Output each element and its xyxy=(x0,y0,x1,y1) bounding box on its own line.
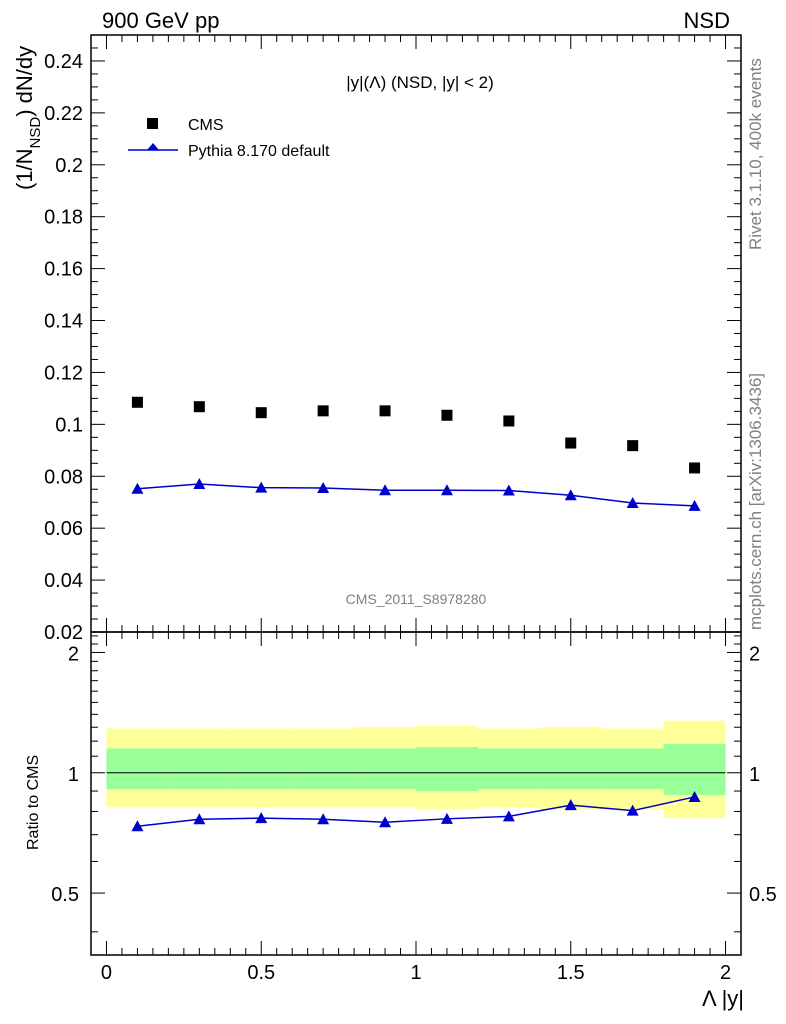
y-title-sub: NSD xyxy=(27,117,44,149)
ratio-mc-point xyxy=(626,804,639,816)
main-data-series xyxy=(131,396,701,474)
legend-mc-marker xyxy=(147,143,159,150)
band-inner-bin xyxy=(663,744,726,795)
band-inner-bin xyxy=(416,747,478,792)
main-y-tick-labels: 0.02 0.04 0.06 0.08 0.1 0.12 0.14 0.16 0.18 0.2 0.… xyxy=(44,51,83,644)
main-y-tick-label: 0.18 xyxy=(44,207,83,229)
main-y-tick-label: 0.1 xyxy=(55,414,83,436)
band-inner-bin xyxy=(106,748,169,790)
ratio-y-tick-labels: 0.5 0.5 1 1 2 2 xyxy=(51,643,777,906)
ratio-frame xyxy=(90,631,742,956)
main-y-tick-label: 0.2 xyxy=(55,155,83,177)
data-point xyxy=(193,401,205,413)
ratio-x-tick-label: 2 xyxy=(720,962,731,984)
mc-point xyxy=(564,489,577,501)
ratio-panel: 0.5 0.5 1 1 2 2 0 0.5 1 1.5 2 Ratio to CMS Λ |y| xyxy=(25,631,777,1011)
data-point xyxy=(379,405,391,417)
ratio-mc-point xyxy=(193,813,206,825)
ratio-mc-point xyxy=(564,799,577,811)
mc-point xyxy=(193,478,206,490)
main-mc-series xyxy=(131,478,701,511)
main-y-tick-label: 0.14 xyxy=(44,311,83,333)
ratio-uncertainty-bands xyxy=(106,720,726,819)
ratio-mc-point xyxy=(688,790,701,802)
legend-mc-label: Pythia 8.170 default xyxy=(188,143,330,160)
ratio-x-tick-labels: 0 0.5 1 1.5 2 xyxy=(101,962,731,984)
mc-point xyxy=(626,496,639,508)
main-y-tick-label: 0.02 xyxy=(44,622,83,644)
main-y-tick-label: 0.24 xyxy=(44,51,83,73)
svg-text:(1/NNSD) dN/dy: (1/NNSD) dN/dy xyxy=(12,46,44,190)
rivet-version-label: Rivet 3.1.10, 400k events xyxy=(746,58,765,250)
data-point xyxy=(441,409,453,421)
band-inner-bin xyxy=(354,748,416,790)
main-panel: 0.02 0.04 0.06 0.08 0.1 0.12 0.14 0.16 0.18 0.2 0.… xyxy=(12,34,742,644)
mc-point xyxy=(502,484,515,496)
mc-point xyxy=(255,481,268,493)
main-y-axis-title: (1/NNSD) dN/dy xyxy=(12,46,44,190)
ratio-y-tick-label: 2 xyxy=(68,643,79,665)
ratio-x-tick-label: 1 xyxy=(410,962,421,984)
data-point xyxy=(565,437,577,449)
mc-point xyxy=(379,484,392,496)
main-y-tick-label: 0.16 xyxy=(44,259,83,281)
band-inner-bin xyxy=(168,748,231,790)
ratio-y-tick-label: 1 xyxy=(68,764,79,786)
mcplots-reference-label: mcplots.cern.ch [arXiv:1306.3436] xyxy=(746,373,765,630)
data-point xyxy=(627,440,639,452)
main-y-tick-label: 0.22 xyxy=(44,103,83,125)
y-title-tail: ) dN/dy xyxy=(12,46,37,117)
ratio-y-axis-title: Ratio to CMS xyxy=(25,755,42,850)
mc-point xyxy=(131,482,144,494)
band-inner-bin xyxy=(230,748,293,790)
data-point xyxy=(317,405,329,417)
mc-series-line xyxy=(137,483,695,507)
ratio-y-tick-label-right: 1 xyxy=(749,764,760,786)
mc-point xyxy=(317,481,330,493)
data-point xyxy=(255,407,267,419)
ratio-mc-line xyxy=(137,796,695,827)
main-y-tick-label: 0.12 xyxy=(44,362,83,384)
x-axis-title: Λ |y| xyxy=(702,986,744,1011)
legend: CMS Pythia 8.170 default xyxy=(128,117,330,160)
ratio-y-tick-label-right: 2 xyxy=(749,643,760,665)
ratio-mc-point xyxy=(255,812,268,824)
y-title-main: (1/N xyxy=(12,148,37,190)
main-axis-ticks xyxy=(91,34,741,633)
band-inner-bin xyxy=(539,748,602,790)
header-right-label: NSD xyxy=(684,8,730,33)
data-point xyxy=(503,415,515,427)
mc-point xyxy=(688,499,701,511)
main-y-tick-label: 0.08 xyxy=(44,466,83,488)
main-y-tick-label: 0.06 xyxy=(44,518,83,540)
ratio-x-tick-label: 0 xyxy=(101,962,112,984)
ratio-y-tick-label-right: 0.5 xyxy=(749,884,777,906)
ratio-axis-ticks xyxy=(91,632,741,955)
main-y-tick-label: 0.04 xyxy=(44,570,83,592)
ratio-x-tick-label: 0.5 xyxy=(247,962,275,984)
ratio-mc-point xyxy=(131,820,144,832)
mc-point xyxy=(440,484,453,496)
band-inner-bin xyxy=(292,748,355,790)
ratio-mc-point xyxy=(440,812,453,824)
data-point xyxy=(131,396,143,408)
analysis-id-label: CMS_2011_S8978280 xyxy=(346,591,487,607)
band-inner-bin xyxy=(477,748,540,790)
data-point xyxy=(689,462,701,474)
plot-title: |y|(Λ) (NSD, |y| < 2) xyxy=(346,73,494,92)
ratio-y-tick-label: 0.5 xyxy=(51,884,79,906)
legend-cms-marker xyxy=(147,118,158,129)
ratio-mc-point xyxy=(317,813,330,825)
ratio-mc-point xyxy=(379,816,392,828)
legend-cms-label: CMS xyxy=(188,117,224,134)
ratio-mc-series xyxy=(131,790,701,832)
ratio-x-tick-label: 1.5 xyxy=(557,962,585,984)
band-inner-bin xyxy=(601,748,664,790)
ratio-mc-point xyxy=(502,810,515,822)
header-left-label: 900 GeV pp xyxy=(102,8,219,33)
